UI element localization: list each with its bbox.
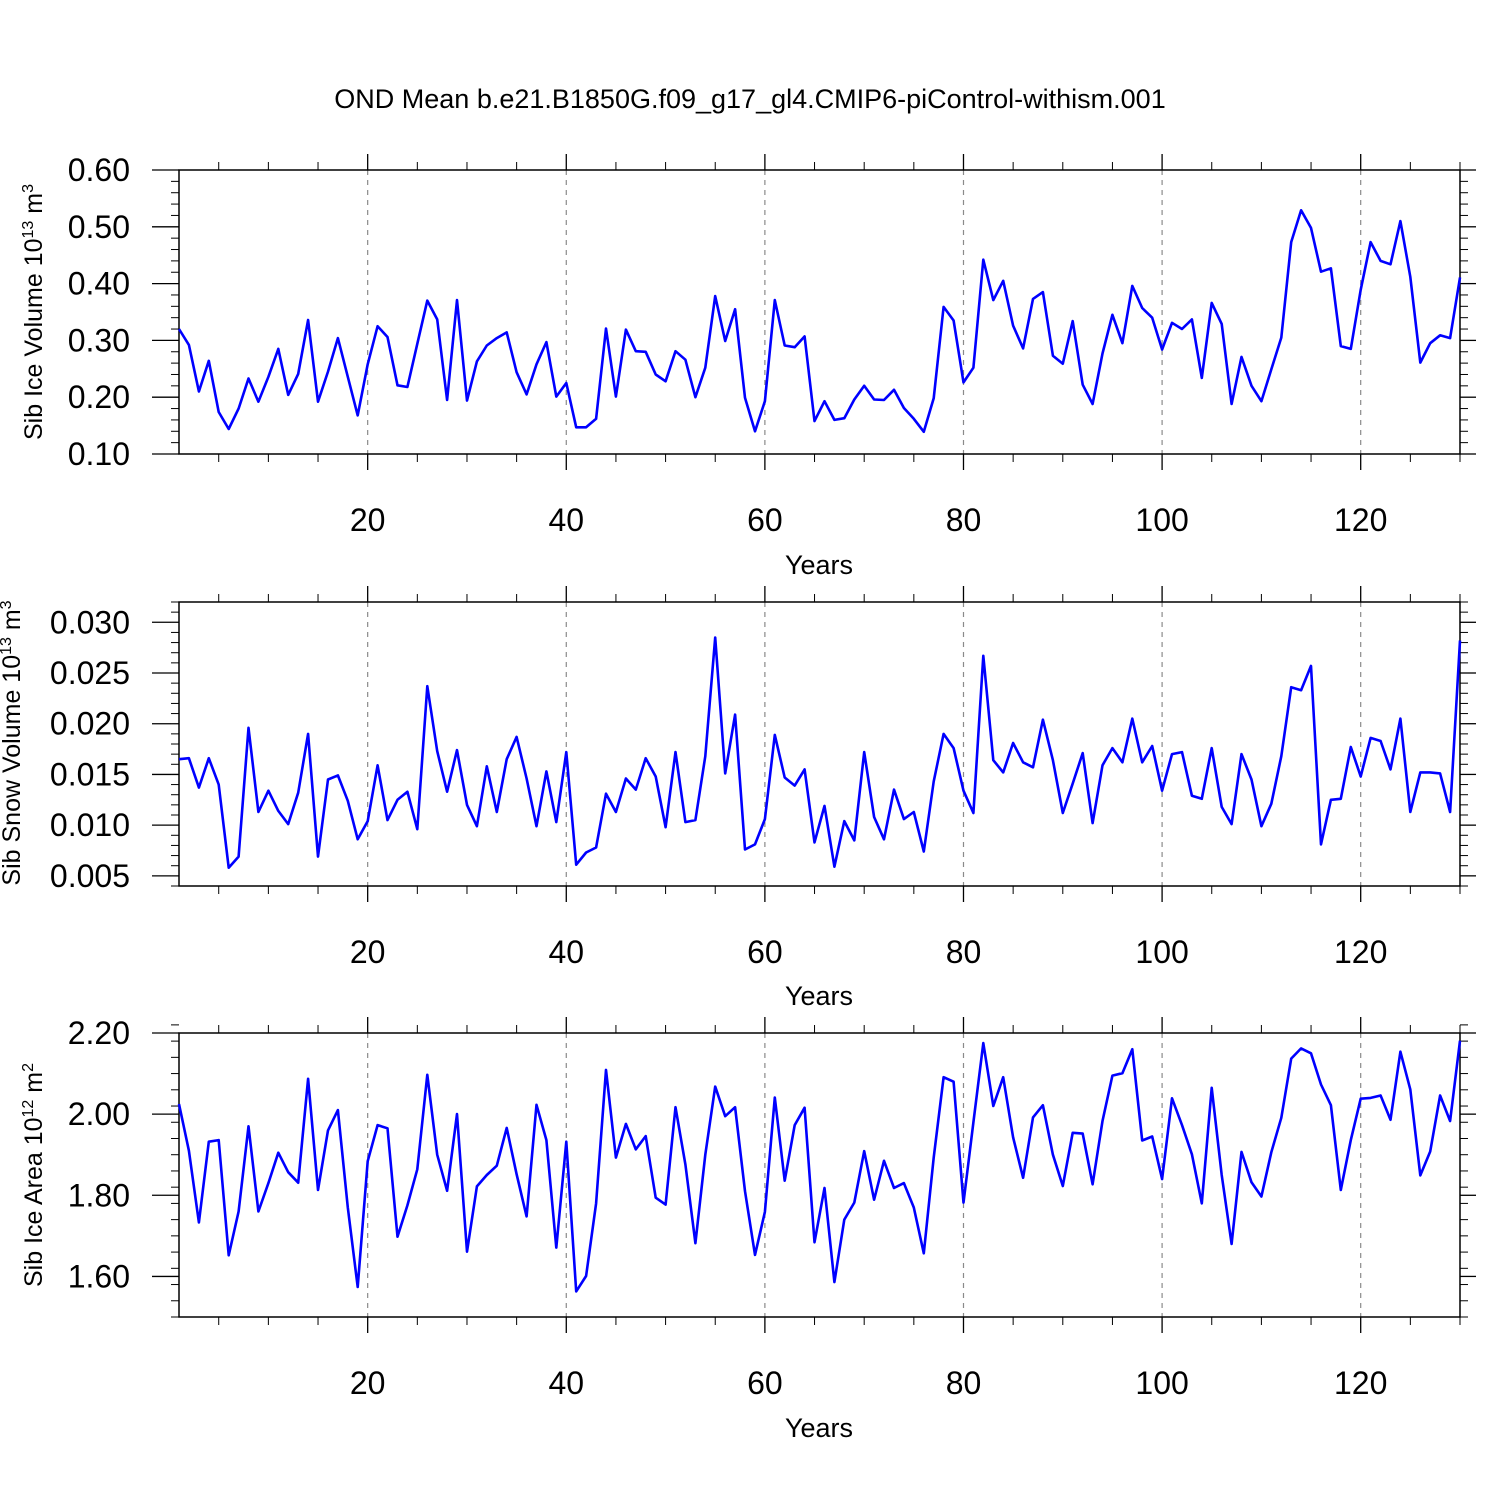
x-tick-label: 60 [747,1365,783,1401]
x-tick-label: 20 [350,934,386,970]
x-tick-label: 40 [548,1365,584,1401]
x-tick-label: 60 [747,934,783,970]
x-tick-label: 60 [747,502,783,538]
x-tick-label: 80 [946,934,982,970]
series-line [177,1040,1462,1293]
x-tick-label: 20 [350,1365,386,1401]
y-tick-label: 0.025 [50,655,130,691]
y-tick-label: 0.40 [68,266,130,302]
figure-title: OND Mean b.e21.B1850G.f09_g17_gl4.CMIP6-… [334,84,1165,114]
y-tick-label: 0.020 [50,706,130,742]
series-line [178,636,1462,870]
x-axis-label-1: Years [785,981,853,1011]
y-tick-label: 0.010 [50,807,130,843]
y-tick-label: 2.00 [68,1096,130,1132]
x-axis-label-2: Years [785,1413,853,1443]
panel-sib-ice-volume: 20 40 60 80 100 120 0.10 0.20 0.30 0.40 0.50 0.60 S… [20,152,1476,580]
x-tick-label: 120 [1334,1365,1387,1401]
y-tick-label: 0.50 [68,209,130,245]
x-tick-label: 120 [1334,934,1387,970]
series-line [177,209,1462,434]
x-axis-label-0: Years [785,550,853,580]
y-tick-label: 0.005 [50,858,130,894]
plot-area-1: 20 40 60 80 100 120 0.005 0.010 0.015 0.020 0.025 0… [50,586,1476,970]
x-tick-label: 100 [1135,934,1188,970]
y-tick-label: 0.30 [68,322,130,358]
x-tick-label: 20 [350,502,386,538]
x-tick-label: 80 [946,502,982,538]
plot-frame [178,601,1461,887]
y-tick-label: 2.20 [68,1015,130,1051]
x-tick-label: 100 [1135,1365,1188,1401]
y-axis-label-1: Sib Snow Volume 1013 m3 [0,600,26,885]
x-tick-label: 40 [548,502,584,538]
y-tick-label: 1.60 [68,1258,130,1294]
plot-area-2: 20 40 60 80 100 120 1.60 1.80 2.00 2.20 [68,1015,1476,1401]
y-axis-label-2: Sib Ice Area 1012 m2 [20,1063,48,1287]
y-tick-label: 0.015 [50,756,130,792]
y-tick-label: 1.80 [68,1177,130,1213]
x-tick-label: 100 [1135,502,1188,538]
y-tick-label: 0.10 [68,436,130,472]
x-tick-label: 40 [548,934,584,970]
y-tick-label: 0.20 [68,379,130,415]
y-axis-label-0: Sib Ice Volume 1013 m3 [20,184,48,440]
plot-area-0: 20 40 60 80 100 120 0.10 0.20 0.30 0.40 0.50 0.60 [68,152,1476,538]
x-tick-label: 80 [946,1365,982,1401]
panel-sib-ice-area: 20 40 60 80 100 120 1.60 1.80 2.00 2.20 Sib Ice A… [20,1015,1476,1443]
plot-frame [178,1032,1461,1318]
y-tick-label: 0.60 [68,152,130,188]
x-tick-label: 120 [1334,502,1387,538]
plot-frame [178,169,1461,455]
panel-sib-snow-volume: 20 40 60 80 100 120 0.005 0.010 0.015 0.020 0.025 0… [0,586,1476,1011]
y-tick-label: 0.030 [50,604,130,640]
